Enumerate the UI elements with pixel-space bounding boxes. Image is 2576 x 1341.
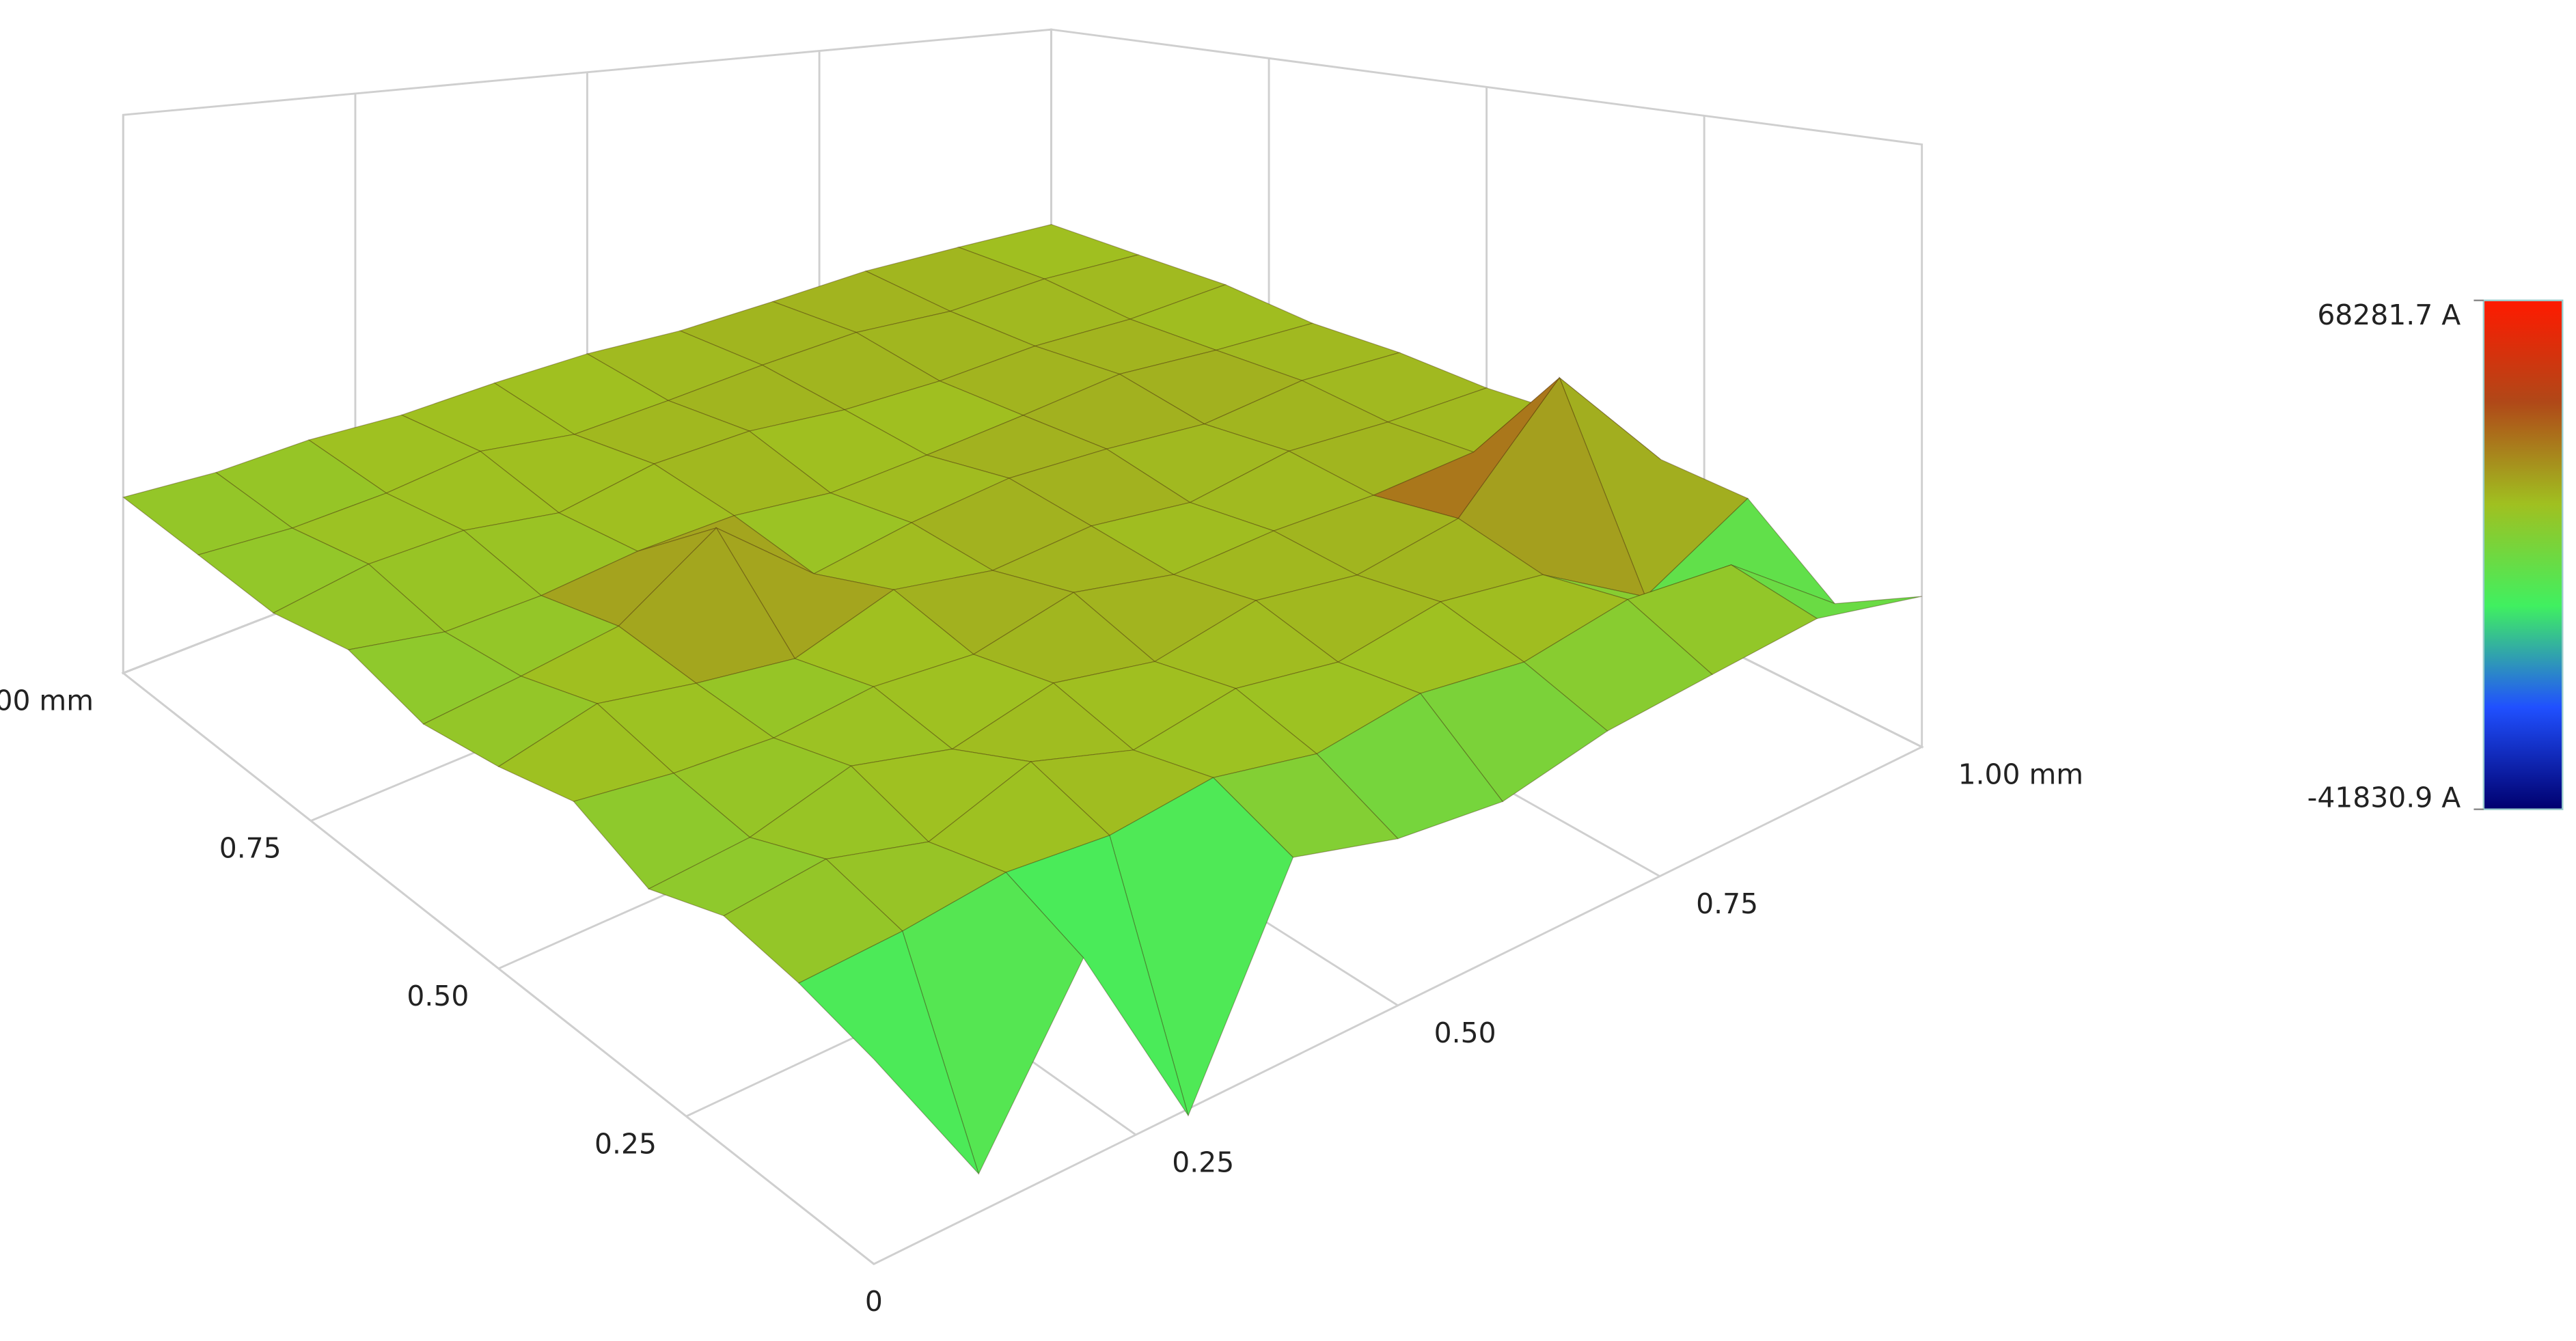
surface-cell (573, 773, 751, 889)
surface-cell (197, 527, 370, 613)
surface-cell (829, 454, 1011, 523)
surface-cell (667, 364, 846, 432)
y-tick-label: 0.75 (219, 832, 282, 865)
surface-cell (479, 434, 655, 514)
surface-cell (1172, 530, 1358, 601)
surface-cell (748, 409, 928, 494)
colorbar-label: 68281.7 A (2317, 299, 2461, 331)
surface-cell (1419, 661, 1608, 803)
surface-cell (647, 837, 827, 917)
y-tick-label: 0.50 (407, 980, 469, 1012)
x-tick-label: 0 (865, 1285, 883, 1318)
surface-cell (307, 414, 482, 494)
x-tick-label: 1.00 mm (1958, 758, 2084, 791)
surface-cell (1523, 598, 1713, 732)
surface-cell (122, 471, 294, 555)
surface-cell (761, 331, 941, 411)
surface-cell (347, 631, 522, 725)
x-tick-label: 0.25 (1172, 1146, 1234, 1178)
surface-cell (1457, 376, 1647, 598)
surface-cell (1005, 835, 1189, 1116)
surface-cell (653, 430, 832, 516)
x-tick-label: 0.75 (1696, 887, 1758, 920)
surface-cell (902, 872, 1084, 1176)
surface-cell (272, 563, 446, 650)
surface-cell (793, 589, 975, 687)
plot: 0 0.25 0.50 0.75 1.00 mm 0.25 0.50 0.75 1.00 mm 6… (0, 28, 2564, 1318)
colorbar (2482, 299, 2564, 810)
surface-cell (925, 415, 1108, 479)
surface-cell (1626, 564, 1818, 676)
surface-cell (798, 930, 979, 1174)
surface-cell (422, 676, 599, 767)
surface-cell (1072, 574, 1257, 663)
surface-cell (573, 400, 751, 465)
x-tick-label: 0.50 (1434, 1017, 1496, 1049)
surface-cell (910, 478, 1093, 571)
surface-cell (1212, 753, 1399, 858)
colorbar-label: -41830.9 A (2307, 781, 2461, 814)
surface-cell (1731, 564, 1922, 620)
surface-cell (400, 382, 576, 452)
y-tick-label: 1.00 mm (0, 684, 94, 717)
surface-cell (723, 858, 903, 984)
y-tick-label: 0.25 (594, 1127, 657, 1160)
surface-cell (1287, 421, 1475, 496)
